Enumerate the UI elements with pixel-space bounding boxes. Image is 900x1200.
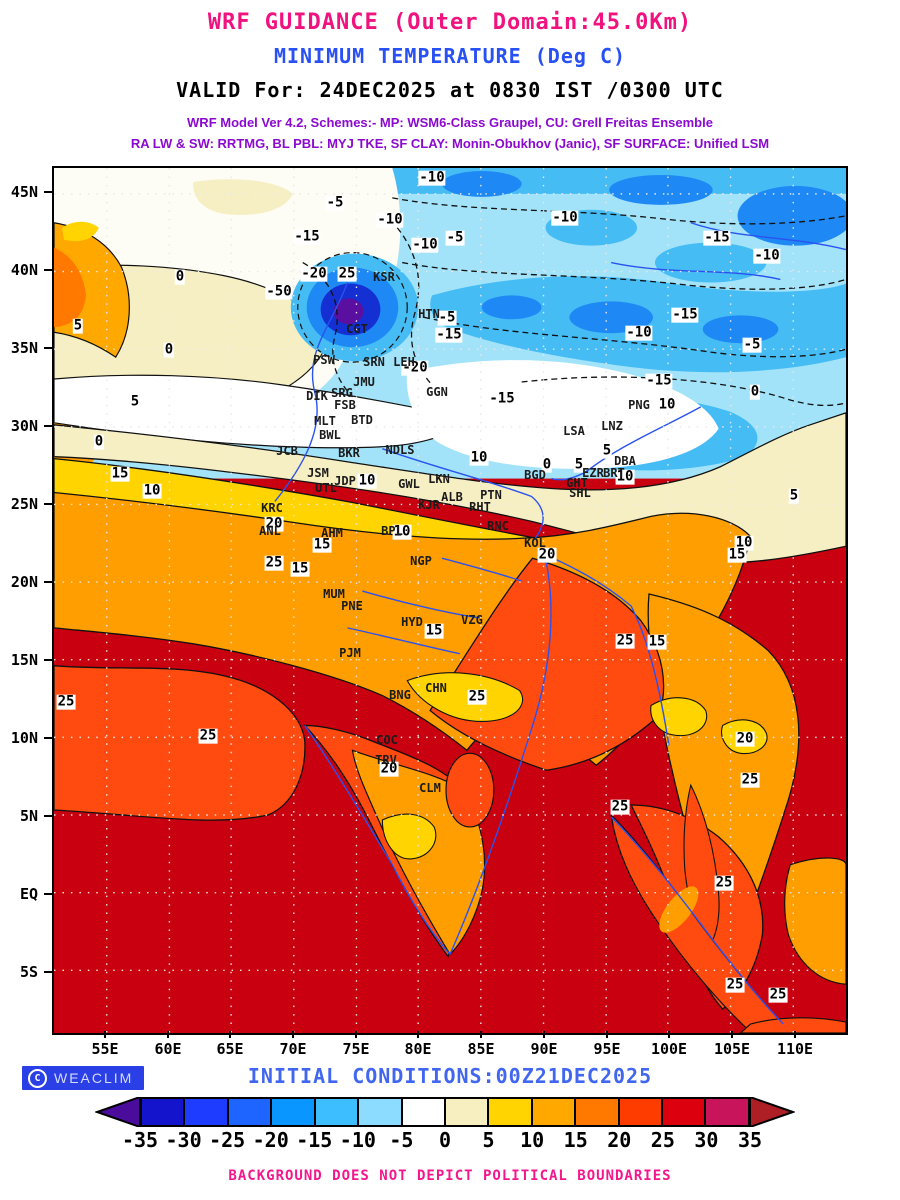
- colorbar-cell: [706, 1099, 748, 1125]
- lat-tick-label: 45N: [10, 183, 38, 201]
- colorbar-cell: [663, 1099, 707, 1125]
- page-title: WRF GUIDANCE (Outer Domain:45.0Km): [207, 10, 693, 35]
- lon-tick-label: 60E: [154, 1040, 182, 1058]
- valid-time-line: VALID For: 24DEC2025 at 0830 IST /0300 U…: [176, 78, 724, 102]
- colorbar-tick-label: -25: [209, 1128, 246, 1152]
- lat-tick-mark: [44, 893, 52, 895]
- colorbar-tick-label: -5: [389, 1128, 414, 1152]
- lon-tick-mark: [417, 1031, 419, 1038]
- colorbar-tick-label: 15: [563, 1128, 588, 1152]
- lat-tick-label: 10N: [10, 729, 38, 747]
- colorbar-cell: [445, 1099, 490, 1125]
- longitude-axis: 55E 60E 65E 70E 75E 80E 85E 90E 95E 100E 105E 110E: [52, 1040, 848, 1062]
- lat-tick-label: 5S: [19, 963, 38, 981]
- lon-tick-mark: [731, 1031, 733, 1038]
- colorbar-tick-label: 35: [737, 1128, 763, 1152]
- lon-tick-label: 85E: [467, 1040, 495, 1058]
- lon-tick-label: 65E: [216, 1040, 244, 1058]
- lon-tick-mark: [104, 1031, 106, 1038]
- colorbar-cell: [142, 1099, 186, 1125]
- model-scheme-line2: RA LW & SW: RRTMG, BL PBL: MYJ TKE, SF C…: [130, 136, 770, 151]
- colorbar-tick-labels: -35 -30 -25 -20 -15 -10 -5 0 5 10 15 20 25 30 35: [95, 1128, 805, 1154]
- initial-conditions-line: INITIAL CONDITIONS:00Z21DEC2025: [247, 1064, 653, 1088]
- page-subtitle: MINIMUM TEMPERATURE (Deg C): [273, 44, 627, 68]
- lon-tick-label: 110E: [776, 1040, 814, 1058]
- lon-tick-mark: [167, 1031, 169, 1038]
- lat-tick-mark: [44, 815, 52, 817]
- colorbar-cell: [185, 1099, 229, 1125]
- colorbar-tick-label: 25: [650, 1128, 675, 1152]
- colorbar-tick-label: -30: [165, 1128, 202, 1152]
- colorbar-cell: [619, 1099, 664, 1125]
- latitude-axis: 45N 40N 35N 30N 25N 20N 15N 10N 5N EQ 5S: [0, 166, 48, 1035]
- lon-tick-mark: [480, 1031, 482, 1038]
- lon-tick-mark: [606, 1031, 608, 1038]
- lat-tick-mark: [44, 737, 52, 739]
- lat-tick-mark: [44, 659, 52, 661]
- lat-tick-mark: [44, 503, 52, 505]
- colorbar-tick-label: -35: [121, 1128, 159, 1152]
- lon-tick-mark: [292, 1031, 294, 1038]
- lat-tick-mark: [44, 347, 52, 349]
- background-disclaimer: BACKGROUND DOES NOT DEPICT POLITICAL BOU…: [228, 1168, 672, 1184]
- copyright-icon: C: [28, 1068, 47, 1088]
- colorbar-cell: [359, 1099, 403, 1125]
- lat-tick-mark: [44, 971, 52, 973]
- colorbar-tick-label: -10: [339, 1128, 376, 1152]
- lat-tick-label: 5N: [19, 807, 38, 825]
- colorbar-left-arrow-icon: [95, 1097, 140, 1127]
- lat-tick-mark: [44, 269, 52, 271]
- lon-tick-mark: [794, 1031, 796, 1038]
- colorbar-cell: [532, 1099, 577, 1125]
- lon-tick-label: 105E: [713, 1040, 751, 1058]
- lat-tick-mark: [44, 191, 52, 193]
- colorbar-tick-label: 30: [694, 1128, 719, 1152]
- temperature-colorbar: [95, 1097, 805, 1127]
- lat-tick-label: 25N: [10, 495, 38, 513]
- colorbar-cell: [576, 1099, 620, 1125]
- lat-tick-label: 40N: [10, 261, 38, 279]
- colorbar-cell: [402, 1099, 446, 1125]
- model-scheme-line1: WRF Model Ver 4.2, Schemes:- MP: WSM6-Cl…: [187, 115, 713, 130]
- lon-tick-label: 55E: [91, 1040, 119, 1058]
- colorbar-tick-label: 10: [520, 1128, 545, 1152]
- colorbar-tick-label: -15: [296, 1128, 333, 1152]
- lat-tick-label: 20N: [10, 573, 38, 591]
- lon-tick-label: 80E: [404, 1040, 432, 1058]
- colorbar-tick-label: -20: [252, 1128, 289, 1152]
- colorbar-tick-label: 0: [438, 1128, 452, 1152]
- map-plot-area: -10 -5 -10 -15 -10 -5 -10 -15 -10 -20 25 -50 0 5 0 5 0 -1…: [52, 166, 848, 1035]
- colorbar-cell: [272, 1099, 316, 1125]
- lon-tick-label: 90E: [530, 1040, 558, 1058]
- lon-tick-label: 100E: [650, 1040, 688, 1058]
- lat-tick-mark: [44, 581, 52, 583]
- temperature-shading-map: [54, 168, 846, 1033]
- lon-tick-mark: [668, 1031, 670, 1038]
- colorbar-tick-label: 20: [607, 1128, 632, 1152]
- lon-tick-mark: [543, 1031, 545, 1038]
- lon-tick-mark: [355, 1031, 357, 1038]
- colorbar-cell: [228, 1099, 273, 1125]
- lon-tick-label: 75E: [342, 1040, 370, 1058]
- lat-tick-label: 30N: [10, 417, 38, 435]
- lat-tick-mark: [44, 425, 52, 427]
- colorbar-cells: [140, 1097, 750, 1127]
- colorbar-cell: [489, 1099, 533, 1125]
- lat-tick-label: 35N: [10, 339, 38, 357]
- colorbar-right-arrow-icon: [750, 1097, 795, 1127]
- lon-tick-label: 70E: [279, 1040, 307, 1058]
- lon-tick-mark: [229, 1031, 231, 1038]
- lat-tick-label: EQ: [19, 885, 38, 903]
- weaclim-logo: C WEACLIM: [22, 1066, 144, 1090]
- weaclim-logo-text: WEACLIM: [54, 1070, 134, 1086]
- lon-tick-label: 95E: [593, 1040, 621, 1058]
- colorbar-cell: [315, 1099, 360, 1125]
- colorbar-tick-label: 5: [482, 1128, 495, 1152]
- lat-tick-label: 15N: [10, 651, 38, 669]
